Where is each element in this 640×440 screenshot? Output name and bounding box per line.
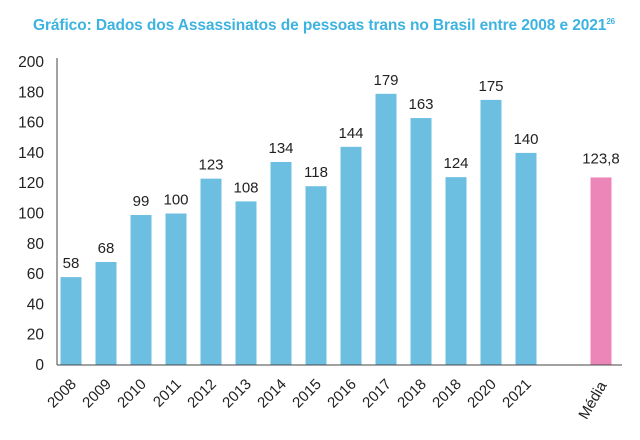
x-tick-label: 2017 — [359, 376, 395, 412]
mean-bar — [590, 177, 612, 365]
y-tick-label: 20 — [27, 327, 45, 344]
data-labels: 58 68 99 100 123 108 134 118 144 179 163 124 175 140 1… — [63, 72, 620, 272]
bar — [375, 93, 397, 365]
chart-title-text: Gráfico: Dados dos Assassinatos de pesso… — [33, 17, 607, 34]
data-label: 175 — [478, 78, 503, 95]
bar — [130, 215, 152, 365]
y-tick-label: 40 — [27, 296, 45, 313]
x-tick-label: 2012 — [184, 376, 220, 412]
x-tick-label: 2010 — [114, 376, 150, 412]
bar — [340, 146, 362, 365]
bar — [200, 178, 222, 365]
y-tick-label: 60 — [27, 266, 45, 283]
data-label: 108 — [233, 179, 258, 196]
bar — [480, 99, 502, 365]
bar — [515, 152, 537, 365]
bar — [95, 261, 117, 365]
mean-data-label: 123,8 — [582, 150, 620, 167]
y-tick-label: 80 — [27, 236, 45, 253]
x-tick-label: 2016 — [324, 376, 360, 412]
x-tick-label: 2021 — [499, 376, 535, 412]
x-tick-label: 2011 — [150, 376, 185, 411]
x-tick-label: 2009 — [79, 376, 115, 412]
bar — [445, 177, 467, 365]
x-tick-label: 2018 — [429, 376, 465, 412]
y-tick-label: 180 — [18, 84, 44, 101]
data-label: 100 — [163, 192, 188, 209]
y-tick-label: 200 — [18, 54, 44, 71]
data-label: 179 — [373, 72, 398, 89]
y-tick-label: 0 — [35, 357, 44, 374]
bar — [410, 118, 432, 366]
x-tick-label-mean: Média — [575, 378, 610, 422]
data-label: 163 — [408, 96, 433, 113]
data-label: 99 — [133, 193, 150, 210]
bar — [60, 277, 82, 365]
bar — [270, 161, 292, 365]
bar — [305, 186, 327, 365]
chart-title: Gráfico: Dados dos Assassinatos de pesso… — [33, 17, 633, 35]
x-axis: 2008 2009 2010 2011 2012 2013 2014 2015 2016 2017… — [44, 364, 622, 422]
title-footnote-marker: 26 — [606, 16, 616, 26]
data-label: 58 — [63, 255, 80, 272]
x-tick-label: 2008 — [44, 376, 80, 412]
bars — [60, 93, 612, 366]
x-tick-label: 2018 — [394, 376, 430, 412]
bar — [235, 201, 257, 365]
x-tick-label: 2014 — [254, 376, 290, 412]
data-label: 134 — [268, 140, 293, 157]
data-label: 118 — [304, 164, 328, 181]
data-label: 68 — [98, 240, 115, 257]
data-label: 140 — [513, 131, 538, 148]
x-tick-label: 2015 — [289, 376, 325, 412]
y-tick-label: 120 — [18, 175, 44, 192]
data-label: 124 — [443, 155, 468, 172]
x-tick-label: 2013 — [219, 376, 255, 412]
y-tick-label: 140 — [18, 145, 44, 162]
bar — [165, 213, 187, 365]
y-tick-label: 100 — [18, 206, 44, 223]
y-tick-label: 160 — [18, 115, 44, 132]
y-axis: 0 20 40 60 80 100 120 140 160 180 200 — [18, 54, 58, 374]
x-tick-label: 2020 — [464, 376, 500, 412]
data-label: 144 — [338, 125, 363, 142]
data-label: 123 — [198, 157, 223, 174]
